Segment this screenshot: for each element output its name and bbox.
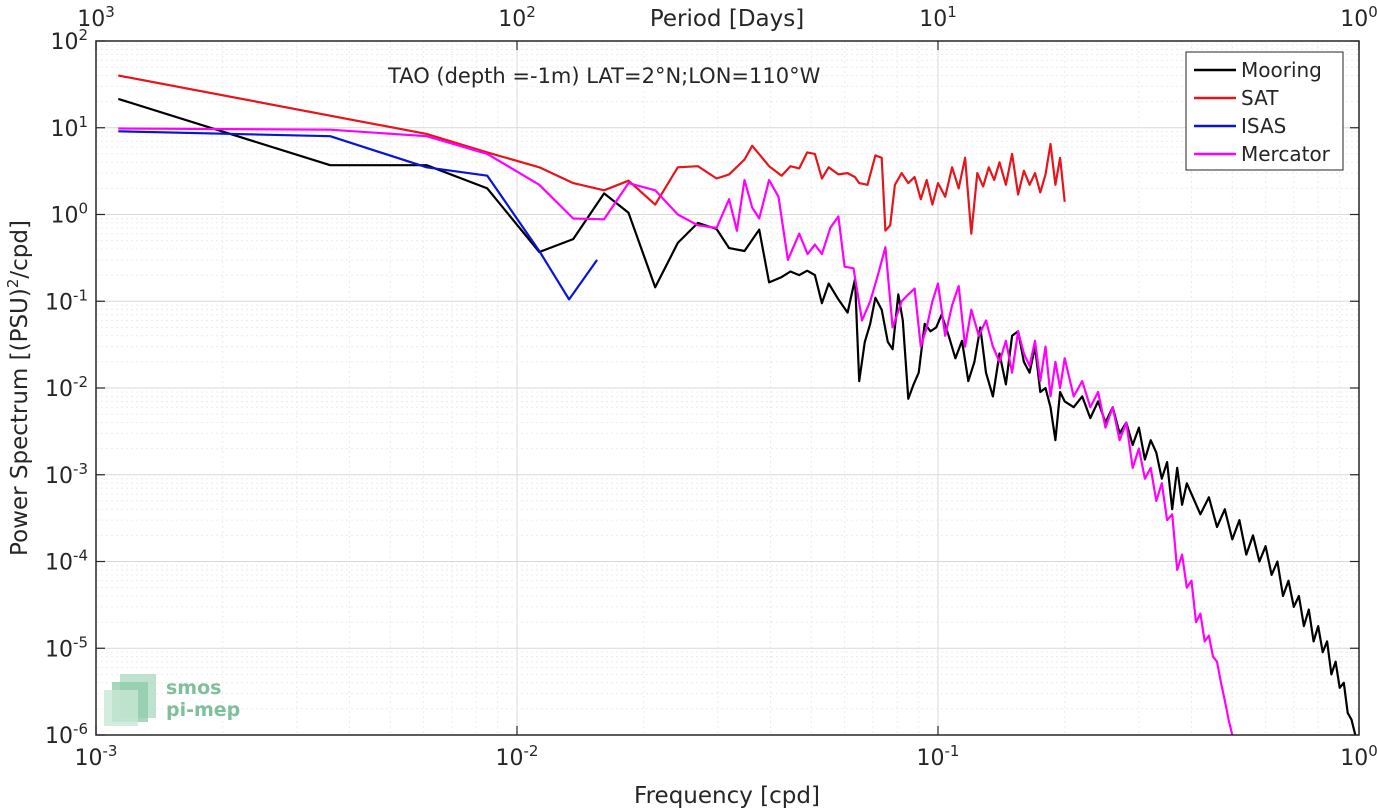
top-tick-label: 100: [1340, 3, 1377, 32]
y-tick-label: 102: [50, 26, 88, 55]
top-axis-label: Period [Days]: [650, 6, 804, 32]
y-tick-labels: 102 101 100 10-1 10-2 10-3 10-4 10-5 10-6: [45, 26, 88, 749]
logo-emblem-icon: [104, 674, 156, 726]
top-tick-labels: 103 102 101 100: [77, 3, 1377, 32]
legend-label-isas: ISAS: [1241, 114, 1286, 138]
top-tick-label: 101: [919, 3, 957, 32]
y-axis-label-sup: 2: [4, 279, 22, 289]
y-tick-label: 10-3: [45, 460, 88, 489]
y-tick-label: 101: [50, 113, 88, 142]
legend-box: [1185, 51, 1344, 171]
chart-annotation: TAO (depth =-1m) LAT=2°N;LON=110°W: [387, 64, 821, 88]
series-line-mercator: [118, 127, 1234, 736]
top-tick-label: 102: [498, 3, 536, 32]
y-axis-label-suffix: /cpd]: [7, 220, 33, 279]
x-tick-label: 10-3: [75, 742, 118, 771]
y-axis-label: Power Spectrum [(PSU)2/cpd]: [4, 220, 33, 556]
x-axis-label: Frequency [cpd]: [634, 783, 820, 809]
logo-text-line1: smos: [166, 677, 221, 699]
series-line-sat: [118, 74, 1066, 235]
legend-label-mercator: Mercator: [1241, 142, 1331, 166]
legend: Mooring SAT ISAS Mercator: [1185, 51, 1344, 171]
top-tick-label: 103: [77, 3, 115, 32]
x-tick-label: 10-2: [496, 742, 539, 771]
y-tick-label: 10-1: [45, 286, 88, 315]
series-lines: [117, 74, 1357, 736]
grid: [96, 41, 1359, 735]
smos-pi-mep-logo: smos pi-mep: [104, 674, 240, 726]
tick-marks: [95, 40, 1360, 736]
x-tick-label: 10-1: [917, 742, 960, 771]
series-line-mooring: [117, 97, 1357, 736]
x-tick-labels: 10-3 10-2 10-1 100: [75, 742, 1377, 771]
y-tick-label: 10-6: [45, 720, 88, 749]
y-axis-label-main: Power Spectrum [(PSU): [7, 288, 33, 556]
y-tick-label: 10-4: [45, 547, 88, 576]
series-line-isas: [118, 130, 598, 301]
x-tick-label: 100: [1340, 742, 1377, 771]
y-tick-label: 100: [50, 200, 88, 229]
legend-label-sat: SAT: [1241, 86, 1279, 110]
y-tick-label: 10-2: [45, 373, 88, 402]
legend-label-mooring: Mooring: [1241, 58, 1322, 82]
y-tick-label: 10-5: [45, 633, 88, 662]
logo-text-line2: pi-mep: [166, 699, 240, 721]
